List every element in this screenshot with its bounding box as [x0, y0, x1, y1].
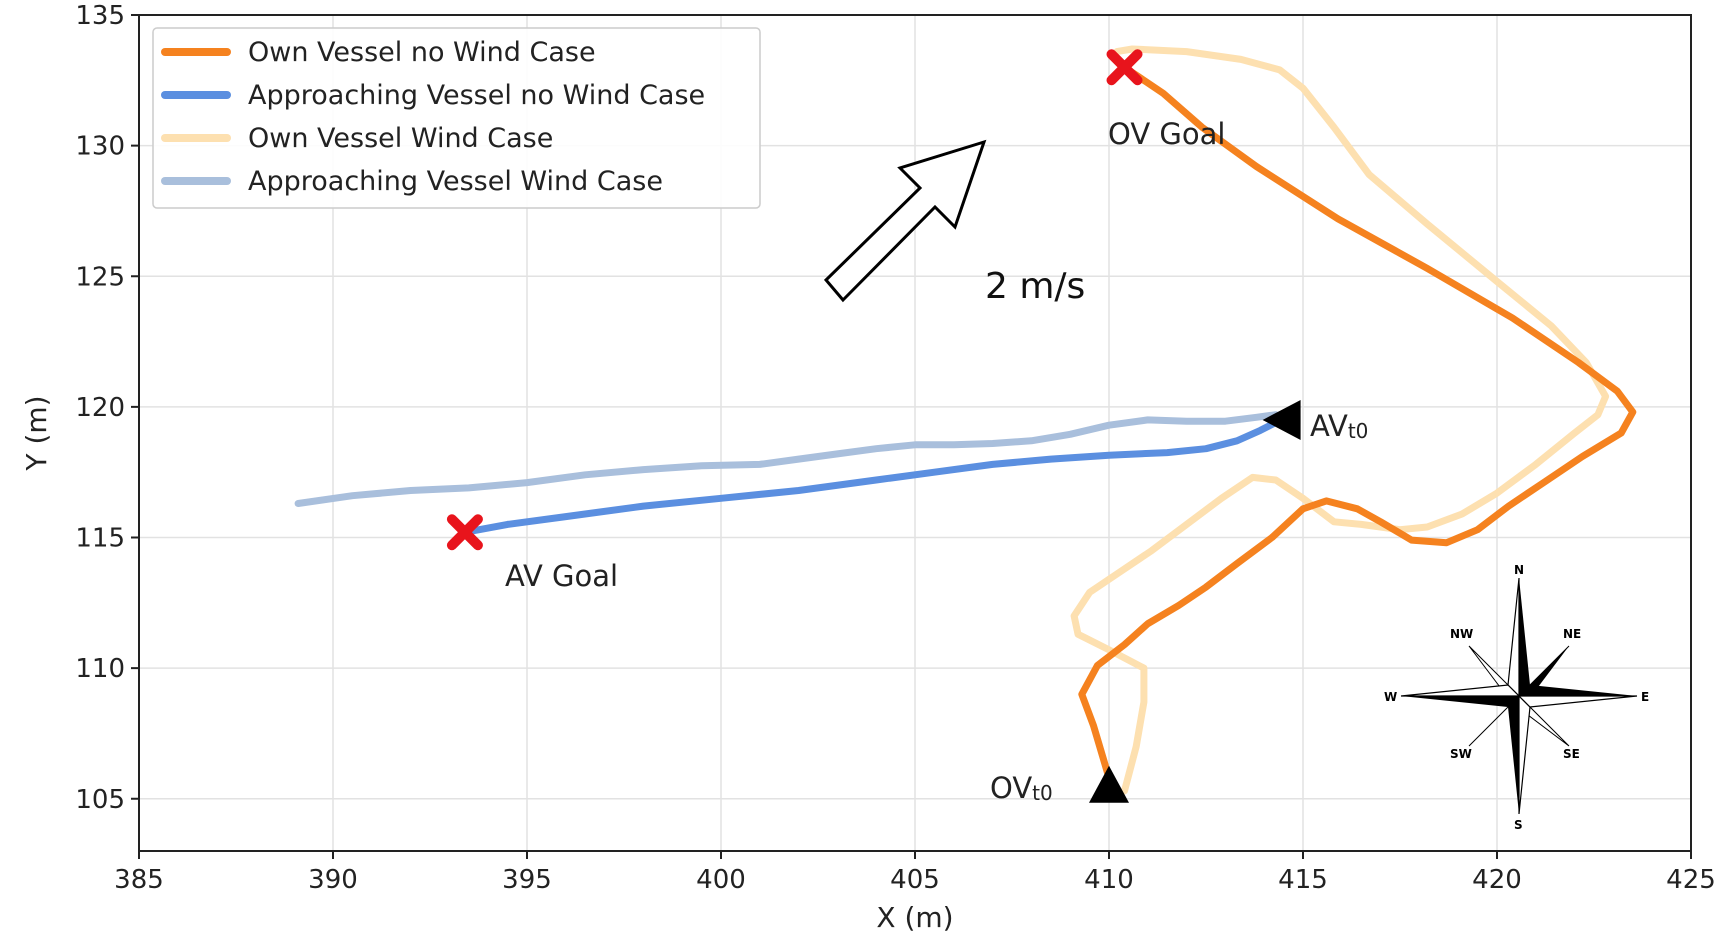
legend-label-approaching-no-wind: Approaching Vessel no Wind Case: [248, 80, 705, 111]
compass-label-n: N: [1514, 563, 1524, 577]
compass-label-w: W: [1384, 690, 1397, 704]
axis-ticks: 385 390 395 400 405 410 415 420 425 105 110 115 120 1…: [75, 1, 1715, 895]
x-tick-label: 405: [890, 865, 940, 895]
legend-label-approaching-wind: Approaching Vessel Wind Case: [248, 166, 663, 197]
x-tick-label: 395: [502, 865, 552, 895]
compass-label-s: S: [1514, 818, 1523, 832]
goal-marker-x-icon: [446, 514, 483, 551]
series-line-own-no-wind: [1078, 63, 1637, 782]
series-line-approaching-no-wind: [461, 419, 1280, 536]
y-tick-label: 115: [75, 524, 125, 554]
compass-label-sw: SW: [1450, 747, 1472, 761]
av-start-label: AVt0: [1310, 409, 1368, 443]
start-marker-triangle-icon: [1089, 765, 1129, 803]
wind-speed-label: 2 m/s: [985, 266, 1085, 307]
x-tick-label: 420: [1472, 865, 1522, 895]
compass-label-ne: NE: [1563, 627, 1581, 641]
grid-lines: [138, 14, 1692, 851]
ov-start-label: OVt0: [990, 771, 1053, 805]
legend-label-own-no-wind: Own Vessel no Wind Case: [248, 37, 596, 68]
start-marker-triangle-icon: [1262, 399, 1301, 440]
compass-label-nw: NW: [1450, 627, 1473, 641]
y-tick-label: 125: [75, 262, 125, 292]
x-tick-label: 415: [1278, 865, 1328, 895]
compass-label-se: SE: [1563, 747, 1580, 761]
y-axis-label: Y (m): [20, 395, 53, 471]
goal-marker-x-icon: [1106, 49, 1143, 86]
compass-cardinal-points: [1400, 577, 1638, 815]
y-tick-label: 135: [75, 1, 125, 31]
wind-arrow: [823, 139, 987, 303]
series-line-own-wind: [1070, 45, 1610, 795]
y-tick-label: 120: [75, 393, 125, 423]
x-tick-label: 410: [1084, 865, 1134, 895]
goal-marker-stroke: [1106, 49, 1143, 86]
x-axis-label: X (m): [876, 901, 953, 934]
x-tick-label: 385: [114, 865, 164, 895]
av-goal-label: AV Goal: [505, 559, 618, 593]
x-tick-label: 400: [696, 865, 746, 895]
series-lines: [294, 45, 1637, 795]
compass-label-e: E: [1641, 690, 1649, 704]
chart-markers: [446, 49, 1301, 803]
series-line-approaching-wind: [294, 411, 1280, 507]
y-tick-label: 105: [75, 785, 125, 815]
legend-box: [152, 27, 761, 209]
legend-label-own-wind: Own Vessel Wind Case: [248, 123, 553, 154]
y-tick-label: 130: [75, 132, 125, 162]
x-tick-label: 425: [1666, 865, 1716, 895]
legend: Own Vessel no Wind Case Approaching Vess…: [152, 27, 761, 209]
x-tick-label: 390: [308, 865, 358, 895]
y-tick-label: 110: [75, 654, 125, 684]
compass-rose-icon: N S E W NE NW SE SW: [1384, 563, 1649, 832]
goal-marker-stroke: [446, 514, 483, 551]
ov-goal-label: OV Goal: [1108, 117, 1225, 151]
